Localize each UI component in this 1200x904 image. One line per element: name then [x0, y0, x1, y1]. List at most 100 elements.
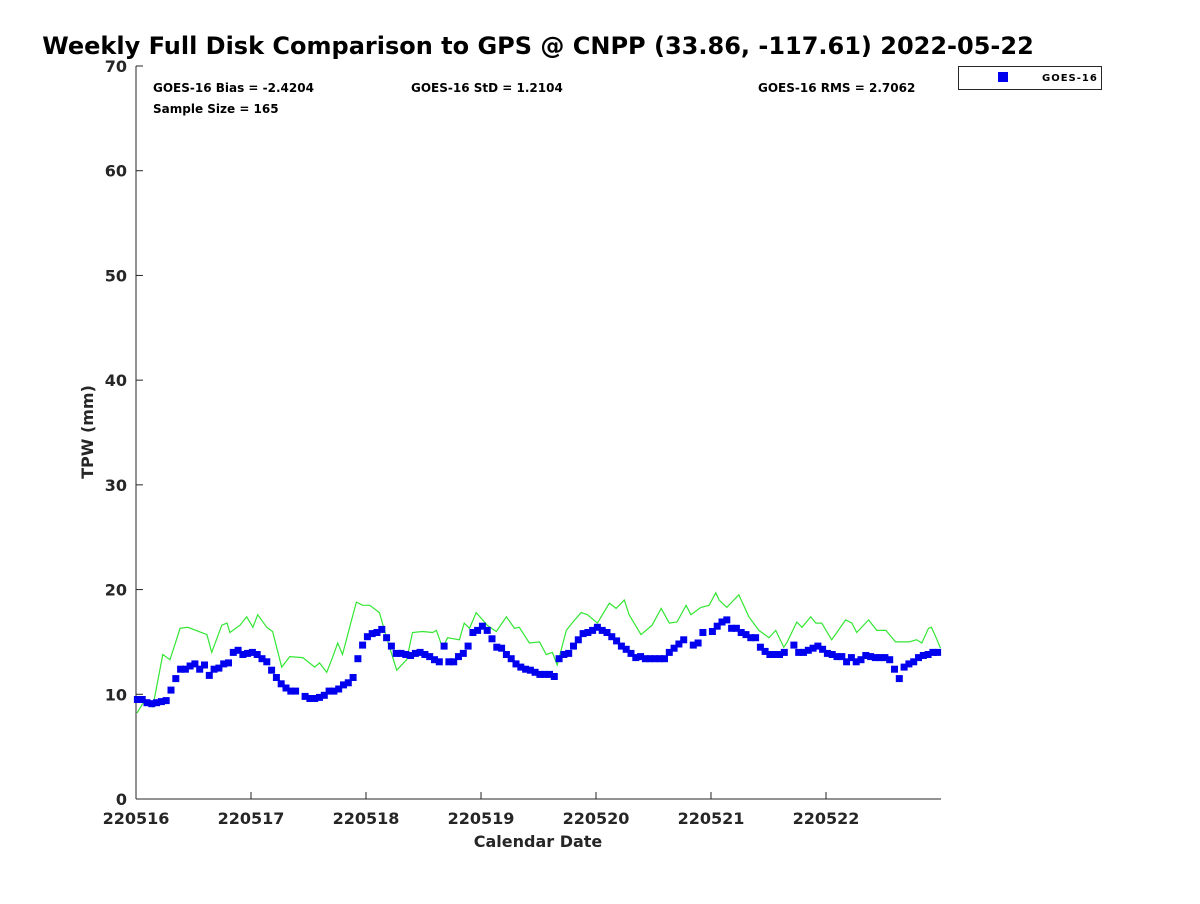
- goes16-point: [632, 654, 640, 662]
- goes16-point: [800, 648, 807, 656]
- goes16-point: [220, 660, 228, 668]
- goes16-point: [502, 651, 510, 658]
- goes16-point: [555, 655, 563, 663]
- gps-series: [136, 591, 942, 714]
- goes16-point: [919, 652, 927, 659]
- goes16-point: [881, 654, 889, 662]
- x-axis-label: Calendar Date: [474, 832, 603, 851]
- goes16-point: [229, 648, 237, 656]
- goes16-point: [363, 633, 371, 641]
- goes16-point: [258, 655, 266, 663]
- goes16-point: [929, 648, 937, 656]
- goes16-point: [895, 675, 903, 683]
- x-tick-label: 220521: [678, 809, 745, 828]
- x-tick-label: 220520: [563, 809, 630, 828]
- goes16-point: [320, 691, 328, 699]
- goes16-point: [335, 685, 343, 693]
- goes16-point: [910, 658, 918, 666]
- goes16-point: [838, 653, 846, 661]
- goes16-point: [742, 631, 750, 639]
- goes16-point: [828, 651, 836, 658]
- y-tick-label: 10: [105, 685, 127, 704]
- goes16-point: [311, 695, 319, 702]
- goes16-point: [344, 679, 352, 687]
- goes16-point: [934, 648, 942, 656]
- goes16-point: [550, 673, 558, 680]
- goes16-point: [402, 651, 410, 658]
- goes16-point: [459, 649, 467, 657]
- goes16-point: [728, 624, 736, 632]
- chart-title: Weekly Full Disk Comparison to GPS @ CNP…: [42, 32, 1034, 60]
- goes16-point: [847, 654, 855, 662]
- y-axis-label: TPW (mm): [78, 385, 97, 479]
- goes16-point: [732, 624, 740, 632]
- x-tick-label: 220518: [333, 809, 400, 828]
- goes16-point: [493, 643, 501, 651]
- goes16-point: [603, 629, 611, 636]
- goes16-point: [867, 653, 875, 661]
- goes16-point: [699, 629, 707, 636]
- goes16-point: [354, 655, 362, 663]
- goes16-point: [795, 648, 803, 656]
- goes16-point: [651, 655, 659, 663]
- goes16-point: [455, 653, 462, 661]
- rms-stat: GOES-16 RMS = 2.7062: [758, 81, 915, 95]
- bias-stat: GOES-16 Bias = -2.4204: [153, 81, 314, 95]
- goes16-point: [526, 666, 534, 674]
- goes16-point: [445, 658, 453, 666]
- goes16-point: [387, 642, 395, 650]
- goes16-point: [205, 671, 213, 679]
- goes16-point: [814, 642, 822, 650]
- goes16-point: [167, 686, 175, 694]
- axes: [135, 66, 941, 800]
- goes16-point: [718, 618, 726, 626]
- goes16-point: [248, 648, 256, 656]
- goes-series: [133, 616, 942, 708]
- goes16-point: [186, 662, 194, 670]
- goes16-point: [421, 651, 429, 658]
- legend-label-goes16: GOES-16: [1042, 73, 1098, 84]
- goes16-point: [162, 697, 170, 705]
- goes16-point: [886, 656, 894, 664]
- goes16-point: [541, 670, 549, 678]
- goes16-point: [689, 641, 697, 649]
- goes16-point: [756, 643, 764, 651]
- goes16-point: [780, 648, 788, 656]
- goes16-point: [397, 649, 405, 657]
- goes16-point: [915, 654, 922, 662]
- goes16-point: [498, 644, 506, 652]
- goes16-point: [593, 623, 601, 631]
- goes16-point: [435, 658, 443, 666]
- goes16-point: [546, 670, 553, 678]
- goes16-point: [181, 665, 189, 673]
- goes16-point: [464, 642, 472, 650]
- goes16-point: [646, 655, 654, 663]
- goes16-point: [483, 626, 491, 634]
- goes16-point: [843, 658, 851, 666]
- x-ticks: 220516 220517 220518 220519 220520 220521 2205…: [103, 792, 860, 828]
- x-tick-label: 220517: [218, 809, 285, 828]
- goes16-point: [330, 687, 338, 695]
- goes16-point: [239, 651, 247, 658]
- goes16-point: [522, 665, 530, 673]
- goes16-point: [905, 660, 913, 668]
- goes16-point: [325, 687, 333, 695]
- gps-line: [136, 591, 942, 714]
- goes16-point: [210, 665, 218, 673]
- y-tick-label: 70: [105, 57, 127, 76]
- goes16-point: [574, 636, 582, 644]
- goes16-point: [431, 656, 438, 664]
- goes16-point: [133, 696, 141, 703]
- goes16-point: [177, 665, 185, 673]
- goes16-point: [876, 654, 884, 662]
- goes16-point: [512, 660, 520, 668]
- goes16-point: [157, 698, 165, 706]
- goes16-point: [565, 649, 573, 657]
- goes16-point: [191, 660, 199, 668]
- goes16-point: [641, 655, 649, 663]
- goes16-point: [138, 696, 146, 703]
- x-tick-label: 220522: [793, 809, 860, 828]
- goes16-point: [407, 652, 415, 659]
- goes16-point: [359, 641, 367, 649]
- goes16-point: [316, 693, 323, 701]
